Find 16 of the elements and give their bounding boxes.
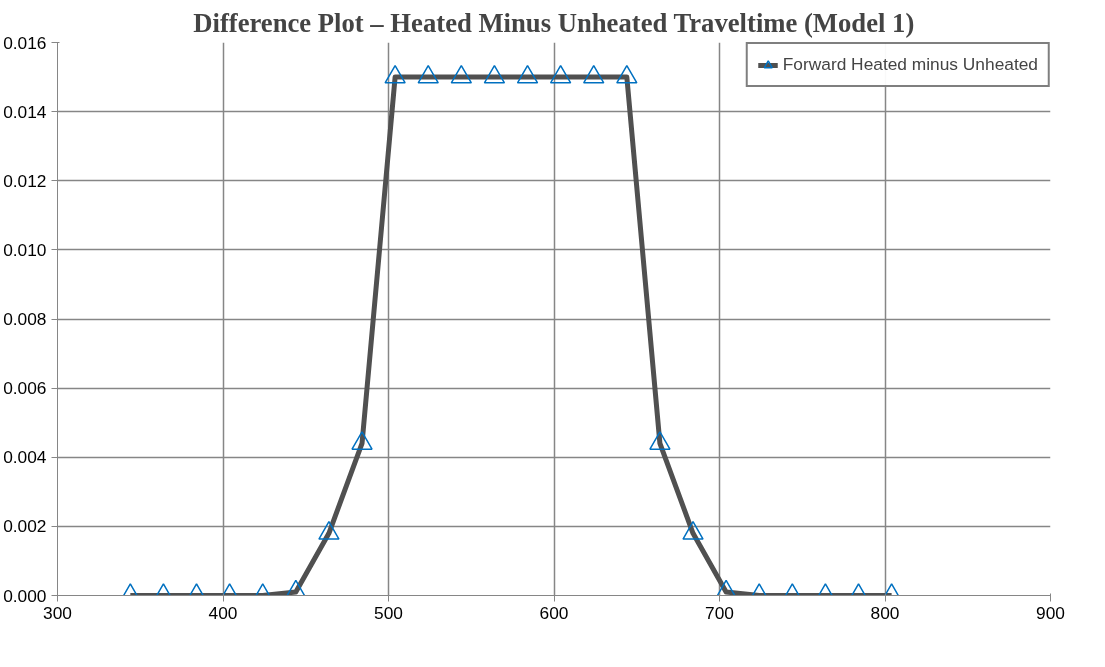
legend-label: Forward Heated minus Unheated: [782, 54, 1038, 75]
x-tick-label: 600: [539, 602, 569, 623]
x-tick-label: 500: [374, 602, 403, 623]
y-tick-label: 0.002: [3, 516, 47, 537]
y-tick-label: 0.014: [3, 101, 47, 122]
y-tick-label: 0.006: [3, 378, 47, 399]
x-tick-label: 700: [705, 602, 734, 623]
y-tick-label: 0.016: [3, 32, 47, 53]
y-tick-label: 0.008: [3, 309, 47, 329]
x-tick-label: 400: [208, 602, 238, 623]
x-tick-label: 800: [870, 602, 900, 623]
y-tick-label: 0.012: [3, 170, 47, 191]
y-tick-label: 0.004: [3, 447, 47, 468]
x-tick-label: 900: [1036, 602, 1065, 623]
y-tick-label: 0.010: [3, 239, 47, 260]
chart-title: Difference Plot – Heated Minus Unheated Traveltime (Model 1): [193, 7, 915, 38]
